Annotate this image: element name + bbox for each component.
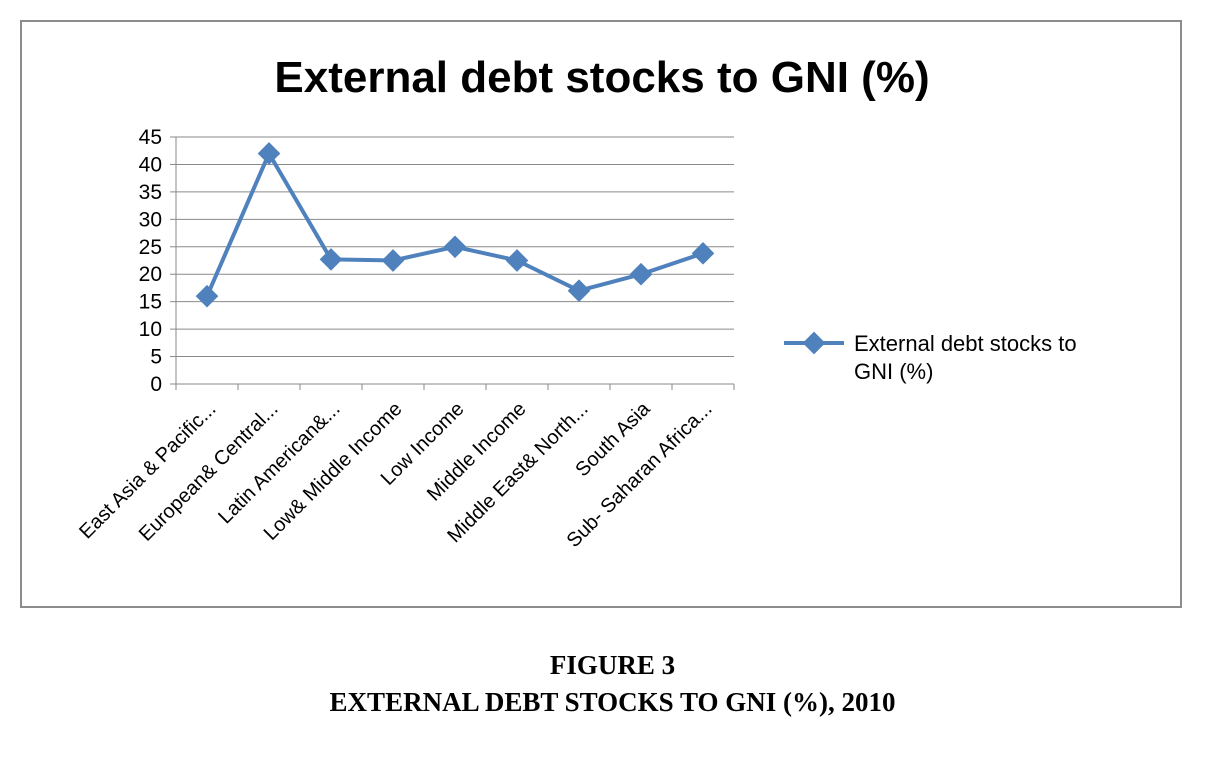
data-point <box>629 262 653 286</box>
x-tick-labels: East Asia & Pacific...European& Central.… <box>75 397 716 552</box>
data-point <box>257 142 281 165</box>
y-tick-label: 0 <box>150 373 162 396</box>
data-point <box>691 242 715 265</box>
chart-title: External debt stocks to GNI (%) <box>274 53 929 102</box>
data-point <box>443 235 467 259</box>
data-point <box>567 279 591 303</box>
y-tick-label: 5 <box>150 346 162 369</box>
figure-label: FIGURE 3 <box>549 650 676 680</box>
figure-title: EXTERNAL DEBT STOCKS TO GNI (%), 2010 <box>329 687 896 717</box>
chart-frame: External debt stocks to GNI (%) 0 5 10 15 20… <box>20 20 1182 608</box>
line-chart: External debt stocks to GNI (%) 0 5 10 15 20… <box>75 53 1083 552</box>
y-tick-labels: 0 5 10 15 20 25 30 35 40 45 <box>139 126 162 396</box>
series-line <box>205 151 704 297</box>
legend-diamond-marker <box>802 331 826 355</box>
legend: External debt stocks to GNI (%) <box>784 331 1083 384</box>
y-tick-label: 15 <box>139 291 162 314</box>
y-tick-label: 25 <box>139 236 162 259</box>
data-point <box>195 284 219 308</box>
axes <box>170 136 735 390</box>
data-point <box>381 249 405 272</box>
y-tick-label: 20 <box>139 263 162 286</box>
legend-label: External debt stocks to GNI (%) <box>854 331 1083 384</box>
y-tick-label: 10 <box>139 318 162 341</box>
y-tick-label: 40 <box>139 153 162 176</box>
data-point <box>505 249 529 272</box>
series-layer <box>195 142 715 308</box>
data-point <box>319 248 343 271</box>
y-tick-label: 45 <box>139 126 162 149</box>
y-tick-label: 35 <box>139 181 162 204</box>
y-tick-label: 30 <box>139 208 162 231</box>
